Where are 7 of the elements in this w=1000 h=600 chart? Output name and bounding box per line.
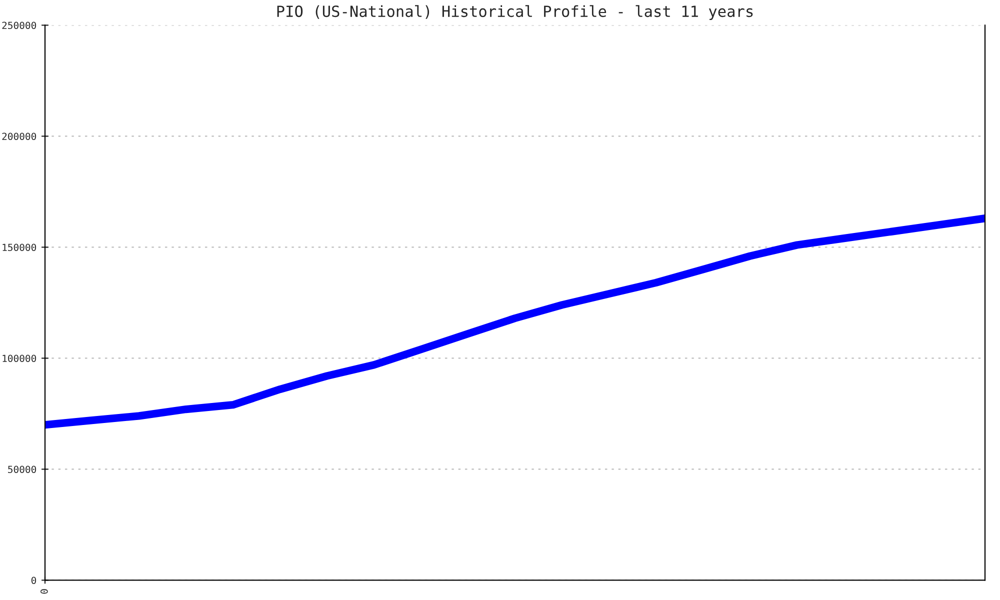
chart-title: PIO (US-National) Historical Profile - last 11 years (277, 5, 753, 20)
y-tick-label: 100000 (2, 354, 36, 362)
y-tick-label: 0 (31, 576, 36, 584)
y-tick-label: 150000 (2, 244, 36, 252)
y-tick-label: 50000 (8, 466, 36, 474)
y-tick-label: 200000 (2, 132, 36, 140)
y-tick-label: 250000 (2, 22, 36, 30)
